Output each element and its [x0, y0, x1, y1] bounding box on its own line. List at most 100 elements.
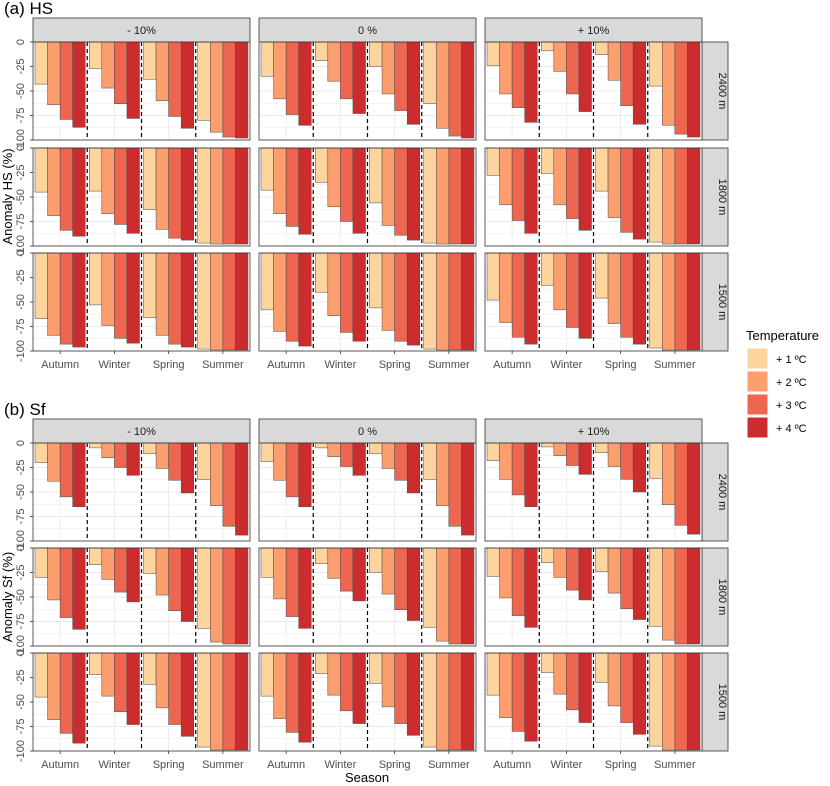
- bar-spring-s1: [143, 41, 157, 80]
- panel-title: (b) Sf: [4, 400, 46, 419]
- bar-summer-s3: [222, 147, 236, 245]
- bar-autumn-s3: [511, 147, 525, 221]
- x-tick-label: Autumn: [493, 359, 531, 371]
- bar-winter-s4: [352, 252, 366, 342]
- bar-summer-s3: [222, 252, 236, 351]
- bar-autumn-s4: [72, 41, 86, 128]
- legend-label: + 1 ºC: [776, 354, 807, 366]
- bar-autumn-s1: [260, 547, 274, 578]
- bar-spring-s2: [381, 252, 395, 331]
- bar-spring-s2: [607, 442, 621, 467]
- bar-winter-s4: [578, 652, 592, 723]
- bar-winter-s4: [578, 442, 592, 475]
- y-tick-label: -25: [15, 270, 27, 286]
- y-tick-label: 0: [15, 650, 27, 656]
- bar-winter-s1: [541, 41, 555, 52]
- bar-autumn-s2: [499, 547, 513, 599]
- bar-autumn-s3: [285, 442, 299, 498]
- bar-summer-s4: [687, 252, 701, 351]
- bar-summer-s4: [687, 147, 701, 245]
- bar-winter-s1: [541, 652, 555, 673]
- bar-summer-s4: [461, 442, 475, 536]
- bar-winter-s1: [89, 147, 103, 192]
- bar-spring-s3: [168, 652, 182, 725]
- bar-spring-s4: [632, 252, 646, 345]
- bar-winter-s2: [553, 147, 567, 206]
- x-tick-label: Summer: [428, 759, 470, 771]
- bar-summer-s1: [423, 41, 437, 104]
- facet-panel: [258, 147, 477, 247]
- bar-winter-s3: [340, 442, 354, 467]
- facet-label-row: 2400 m: [716, 474, 728, 511]
- y-axis-title: Anomaly Sf (%): [0, 552, 15, 642]
- bar-winter-s1: [315, 147, 329, 183]
- bar-winter-s1: [315, 442, 329, 449]
- y-tick-label: 0: [15, 545, 27, 551]
- bar-spring-s4: [180, 442, 194, 494]
- bar-autumn-s1: [486, 147, 500, 176]
- panel-title: (a) HS: [4, 0, 53, 18]
- bar-summer-s2: [436, 547, 450, 642]
- bar-autumn-s4: [524, 442, 538, 507]
- bar-autumn-s2: [47, 252, 61, 336]
- bar-autumn-s3: [511, 41, 525, 108]
- panel-border: [32, 547, 251, 647]
- bar-summer-s4: [687, 41, 701, 138]
- bar-spring-s1: [595, 652, 609, 683]
- bar-summer-s1: [197, 252, 211, 350]
- bar-autumn-s3: [285, 147, 299, 227]
- bar-summer-s2: [210, 41, 224, 133]
- bar-spring-s4: [180, 41, 194, 129]
- legend: Temperature + 1 ºC + 2 ºC + 3 ºC + 4 ºC: [746, 328, 819, 439]
- bar-autumn-s3: [511, 252, 525, 338]
- bar-autumn-s4: [524, 147, 538, 234]
- facet-panel: [258, 652, 477, 752]
- x-tick-label: Spring: [379, 359, 411, 371]
- bar-autumn-s2: [499, 147, 513, 206]
- bar-autumn-s2: [499, 41, 513, 95]
- bar-autumn-s1: [486, 547, 500, 577]
- x-tick-label: Spring: [153, 759, 185, 771]
- bar-spring-s1: [595, 147, 609, 192]
- y-tick-label: -100: [15, 235, 27, 257]
- bar-spring-s3: [168, 41, 182, 117]
- bar-autumn-s2: [47, 547, 61, 601]
- bar-spring-s3: [620, 147, 634, 233]
- facet-panel: [32, 147, 251, 247]
- bar-autumn-s2: [47, 41, 61, 105]
- bar-autumn-s4: [298, 41, 312, 126]
- bar-winter-s3: [114, 652, 128, 713]
- bar-summer-s3: [448, 652, 462, 751]
- bar-summer-s4: [687, 442, 701, 535]
- y-tick-label: 0: [15, 145, 27, 151]
- y-tick-label: -75: [15, 319, 27, 335]
- legend-swatch: [746, 347, 769, 370]
- bar-summer-s2: [436, 442, 450, 506]
- bar-summer-s3: [448, 442, 462, 527]
- facet-panel: [32, 547, 251, 647]
- bar-autumn-s2: [273, 147, 287, 214]
- y-tick-label: -100: [15, 129, 27, 151]
- bar-summer-s2: [662, 41, 676, 126]
- bar-spring-s4: [406, 547, 420, 621]
- bar-summer-s4: [461, 147, 475, 245]
- bar-summer-s1: [423, 252, 437, 350]
- bar-autumn-s2: [47, 147, 61, 216]
- bar-winter-s3: [566, 41, 580, 95]
- bar-spring-s2: [607, 652, 621, 707]
- bar-spring-s3: [394, 41, 408, 111]
- bar-winter-s4: [578, 147, 592, 231]
- facet-panel: [484, 147, 703, 247]
- panel-border: [32, 252, 251, 352]
- bar-winter-s1: [541, 442, 555, 448]
- bar-summer-s3: [674, 442, 688, 526]
- x-tick-label: Autumn: [41, 359, 79, 371]
- bar-autumn-s3: [59, 547, 73, 618]
- bar-autumn-s1: [34, 652, 48, 698]
- facet-panel: [258, 442, 477, 542]
- bar-summer-s2: [662, 547, 676, 641]
- x-tick-label: Winter: [98, 759, 130, 771]
- bar-winter-s1: [315, 652, 329, 674]
- panel-border: [32, 652, 251, 752]
- facet-panel: [32, 652, 251, 752]
